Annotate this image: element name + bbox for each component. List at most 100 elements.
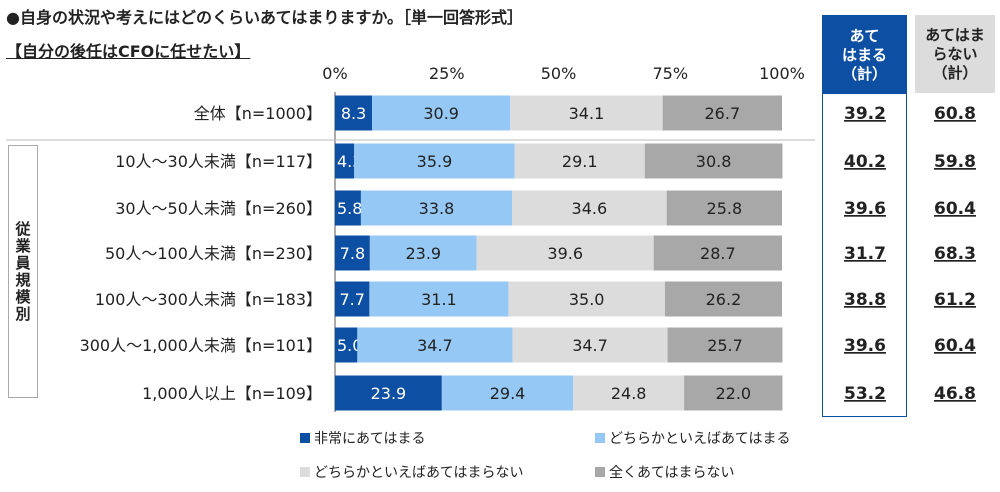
summary-header-not-applies-text: あてはま らない （計） [925, 25, 985, 82]
data-label: 31.1 [421, 290, 457, 309]
data-label: 39.6 [547, 244, 583, 263]
summary-column-not-applies: あてはま らない （計） [915, 15, 995, 417]
total-not-applies-value: 46.8 [934, 384, 976, 404]
x-tick-label: 50% [541, 64, 577, 83]
bar-segment [335, 327, 358, 363]
data-label: 35.9 [417, 152, 453, 171]
legend-label-some: どちらかといえばあてはまる [609, 431, 791, 447]
bar-segment [476, 235, 654, 271]
bar-segment [667, 327, 783, 363]
bar-segment [512, 190, 667, 226]
bar-segment [666, 190, 782, 226]
data-label: 26.7 [705, 104, 741, 123]
legend-swatch-some [595, 433, 605, 443]
legend-swatch-notmuch [300, 467, 310, 477]
total-applies-value: 31.7 [844, 244, 886, 264]
legend-item-some: どちらかといえばあてはまる [595, 428, 790, 448]
data-label: 30.9 [423, 104, 459, 123]
bar-segment [335, 190, 361, 226]
legend-item-notmuch: どちらかといえばあてはまらない [300, 462, 523, 482]
category-label: 10人～30人未満【n=117】 [115, 152, 322, 171]
bar-segment [335, 375, 442, 411]
legend-label-notmuch: どちらかといえばあてはまらない [314, 465, 524, 481]
total-applies-value: 38.8 [844, 290, 886, 310]
total-not-applies-value: 60.4 [934, 199, 976, 219]
bar-segment [357, 327, 513, 363]
summary-column-applies: あて はまる （計） [822, 15, 907, 417]
data-label: 22.0 [715, 384, 751, 403]
category-label: 1,000人以上【n=109】 [142, 384, 322, 403]
data-label: 34.7 [572, 336, 608, 355]
total-not-applies-value: 68.3 [934, 244, 976, 264]
data-label: 34.7 [417, 336, 453, 355]
bar-segment [354, 143, 515, 179]
x-tick-label: 75% [652, 64, 688, 83]
bar-segment [662, 95, 782, 131]
data-label: 34.1 [569, 104, 605, 123]
data-label: 30.8 [696, 152, 732, 171]
category-label: 30人～50人未満【n=260】 [115, 199, 322, 218]
data-label: 25.8 [707, 199, 743, 218]
bar-segment [335, 95, 373, 131]
data-label: 34.6 [572, 199, 608, 218]
total-not-applies-value: 60.8 [934, 104, 976, 124]
data-label: 7.7 [339, 290, 364, 309]
data-label: 33.8 [419, 199, 455, 218]
total-applies-value: 53.2 [844, 384, 886, 404]
data-label: 23.9 [371, 384, 407, 403]
x-tick-label: 100% [759, 64, 805, 83]
legend-swatch-very [300, 433, 310, 443]
total-applies-value: 40.2 [844, 152, 886, 172]
summary-header-applies: あて はまる （計） [823, 16, 906, 94]
chart-subtitle: 【自分の後任はCFOに任せたい】 [6, 42, 251, 61]
data-label: 7.8 [340, 244, 365, 263]
data-label: 28.7 [700, 244, 736, 263]
category-label: 100人～300人未満【n=183】 [95, 290, 322, 309]
total-applies-value: 39.2 [844, 104, 886, 124]
bar-segment [441, 375, 574, 411]
group-label: 従業員規模別 [13, 220, 32, 323]
bar-segment [644, 143, 783, 179]
category-label: 300人～1,000人未満【n=101】 [80, 336, 322, 355]
data-label: 8.3 [341, 104, 366, 123]
bar-segment [573, 375, 685, 411]
data-label: 24.8 [611, 384, 647, 403]
legend-label-notatall: 全くあてはまらない [609, 465, 735, 481]
group-label-box: 従業員規模別 [8, 145, 38, 398]
data-label: 5.8 [337, 199, 362, 218]
data-label: 35.0 [569, 290, 605, 309]
total-not-applies-value: 61.2 [934, 290, 976, 310]
bar-segment [369, 235, 477, 271]
bar-segment [512, 327, 668, 363]
bar-segment [508, 281, 665, 317]
total-applies-value: 39.6 [844, 336, 886, 356]
data-label: 26.2 [706, 290, 742, 309]
category-label: 全体【n=1000】 [194, 104, 322, 123]
total-not-applies-value: 60.4 [934, 336, 976, 356]
data-label: 29.4 [490, 384, 526, 403]
bar-segment [372, 95, 511, 131]
x-tick-label: 25% [429, 64, 465, 83]
legend-item-very: 非常にあてはまる [300, 428, 425, 448]
category-label: 50人～100人未満【n=230】 [105, 244, 322, 263]
bar-segment [510, 95, 663, 131]
bar-segment [360, 190, 513, 226]
legend-label-very: 非常にあてはまる [314, 431, 426, 447]
bar-segment [335, 281, 370, 317]
data-label: 23.9 [405, 244, 441, 263]
total-applies-value: 39.6 [844, 199, 886, 219]
data-label: 5.0 [337, 336, 362, 355]
bar-segment [335, 143, 355, 179]
summary-header-applies-text: あて はまる （計） [841, 26, 887, 83]
data-label: 25.7 [707, 336, 743, 355]
summary-header-not-applies: あてはま らない （計） [915, 15, 995, 93]
x-tick-label: 0% [322, 64, 347, 83]
data-label: 29.1 [562, 152, 598, 171]
bar-segment [664, 281, 782, 317]
bar-segment [369, 281, 509, 317]
bar-segment [653, 235, 782, 271]
legend-item-notatall: 全くあてはまらない [595, 462, 734, 482]
legend-swatch-notatall [595, 467, 605, 477]
bar-segment [514, 143, 645, 179]
